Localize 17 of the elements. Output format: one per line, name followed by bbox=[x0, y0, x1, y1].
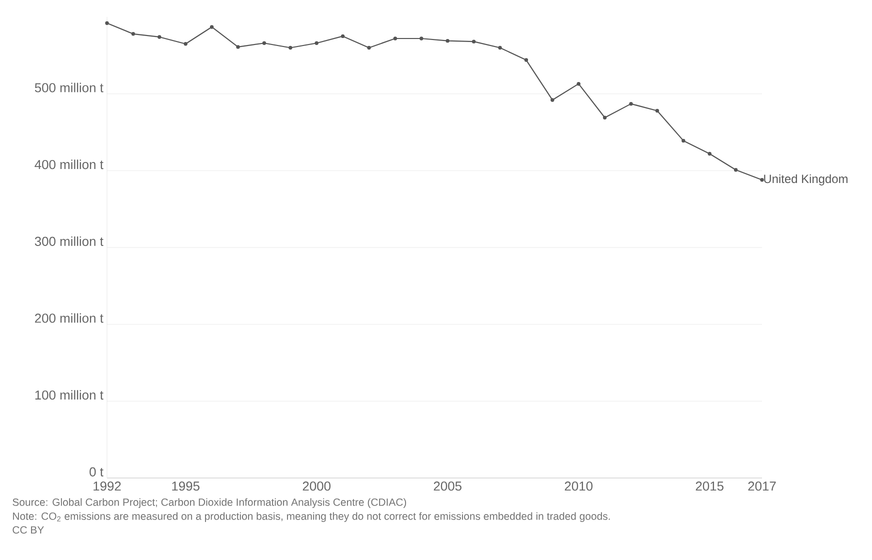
x-tick-label: 2000 bbox=[302, 482, 330, 491]
y-tick-label: 0 t bbox=[90, 467, 104, 476]
y-tick-label: 200 million t bbox=[35, 313, 104, 323]
x-tick-label: 2010 bbox=[564, 482, 593, 491]
y-tick-label: 300 million t bbox=[34, 236, 104, 246]
text: Note: CO$_{2}$ emissions are measured on a production basis, meaning they do not correct for emissions embedded in traded goods. bbox=[13, 512, 610, 522]
text: CC BY bbox=[12, 526, 44, 534]
x-tick-label: 1995 bbox=[172, 482, 200, 491]
series-label: United Kingdom bbox=[764, 174, 848, 186]
x-tick-label: 2005 bbox=[434, 482, 462, 491]
x-tick-label: 1992 bbox=[94, 482, 121, 491]
y-tick-label: 100 million t bbox=[35, 390, 104, 400]
x-tick-label: 2015 bbox=[696, 482, 724, 491]
y-tick-label: 500 million t bbox=[34, 82, 104, 92]
source-note: Source: Global Carbon Project; Carbon Dioxide Information Analysis Centre (CDIAC) bbox=[12, 498, 406, 508]
x-tick-label: 2017 bbox=[748, 482, 776, 491]
y-tick-label: 400 million t bbox=[34, 160, 104, 170]
